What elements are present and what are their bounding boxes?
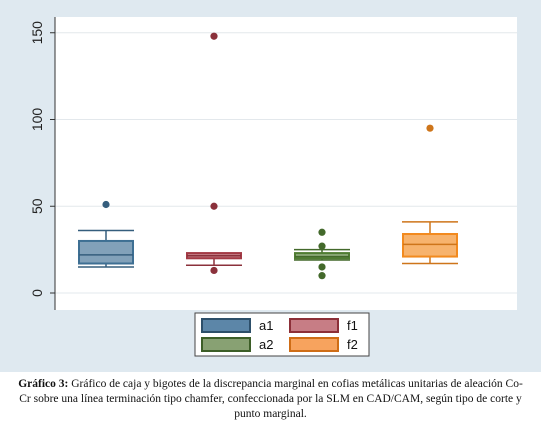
legend-item-f1: f1: [289, 318, 358, 333]
legend-swatch: [201, 318, 251, 333]
outlier-point: [318, 263, 326, 271]
outlier-point: [102, 200, 110, 209]
box-iqr: [402, 233, 458, 258]
caption-label: Gráfico 3:: [18, 378, 69, 390]
y-tick-label: 0: [29, 289, 45, 297]
figure-caption: Gráfico 3: Gráfico de caja y bigotes de …: [14, 377, 527, 422]
grid-lines: [55, 32, 517, 294]
legend: a1 f1 a2 f2: [194, 312, 370, 357]
legend-label: a1: [259, 318, 273, 333]
legend-swatch: [289, 337, 339, 352]
legend-label: a2: [259, 337, 273, 352]
outlier-point: [318, 242, 326, 250]
box-series: [78, 32, 458, 280]
box-plot-chart: 0 50 100 150 a1 f1 a2 f2: [0, 0, 541, 372]
legend-item-a2: a2: [201, 337, 273, 352]
legend-swatch: [289, 318, 339, 333]
y-tick-label: 100: [29, 108, 45, 132]
outlier-point: [210, 202, 218, 210]
outlier-point: [426, 124, 434, 132]
legend-label: f2: [347, 337, 358, 352]
box-iqr: [78, 239, 134, 265]
box-a1: [78, 200, 134, 268]
outlier-point: [318, 228, 326, 236]
legend-item-f2: f2: [289, 337, 358, 352]
y-tick-label: 150: [29, 21, 45, 45]
plot-area: [55, 17, 517, 310]
outlier-point: [210, 32, 218, 40]
box-iqr: [294, 252, 350, 260]
legend-item-a1: a1: [201, 318, 273, 333]
outlier-point: [210, 266, 218, 275]
legend-label: f1: [347, 318, 358, 333]
caption-text: Gráfico de caja y bigotes de la discrepa…: [19, 378, 523, 420]
y-tick-label: 50: [29, 198, 45, 214]
box-f1: [186, 32, 242, 275]
legend-swatch: [201, 337, 251, 352]
y-axis: 0 50 100 150: [29, 17, 56, 310]
box-a2: [294, 228, 350, 280]
outlier-point: [318, 272, 326, 280]
box-f2: [402, 124, 458, 265]
